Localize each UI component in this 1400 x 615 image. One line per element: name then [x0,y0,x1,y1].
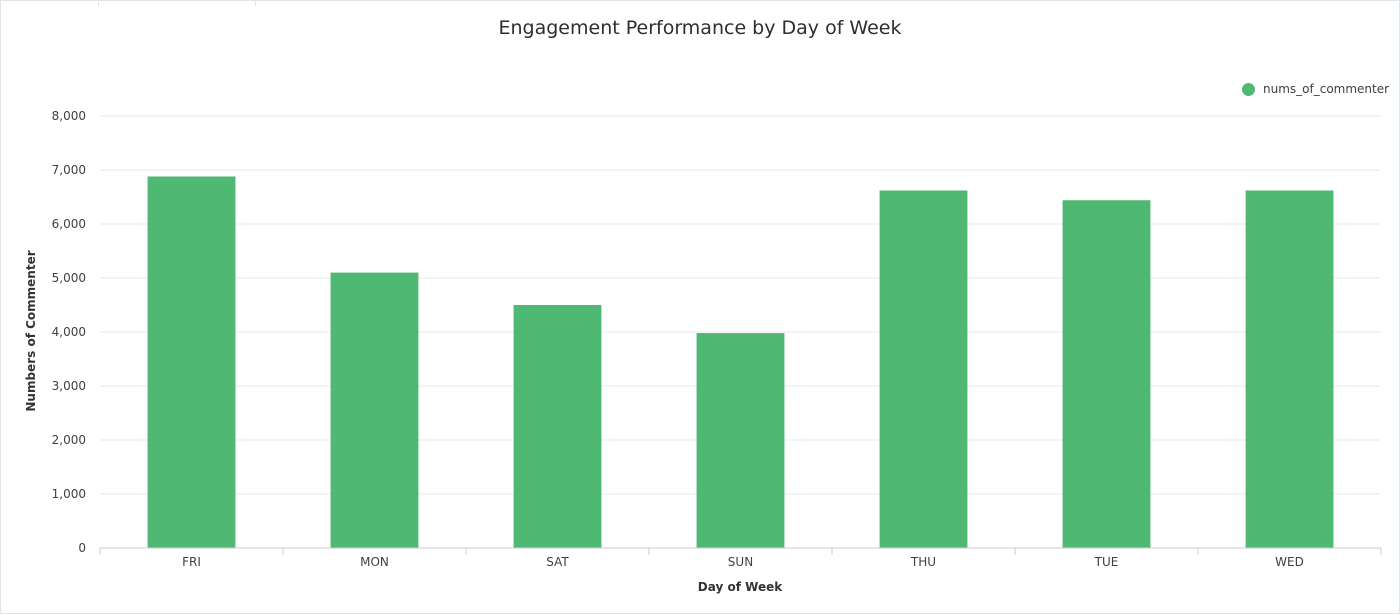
y-tick-label: 4,000 [52,325,86,339]
x-tick-label: FRI [182,555,201,569]
y-tick-label: 1,000 [52,487,86,501]
x-tick-label: THU [910,555,936,569]
bar-wed[interactable] [1245,190,1334,548]
y-tick-label: 7,000 [52,163,86,177]
y-tick-label: 3,000 [52,379,86,393]
bar-sat[interactable] [513,305,602,548]
y-axis-label: Numbers of Commenter [24,250,38,411]
y-tick-label: 8,000 [52,109,86,123]
legend[interactable]: nums_of_commenter [1242,81,1389,97]
bar-tue[interactable] [1062,200,1151,549]
legend-swatch [1242,82,1255,96]
x-tick-label: MON [360,555,389,569]
y-tick-label: 6,000 [52,217,86,231]
legend-label-nums-of-commenter: nums_of_commenter [1263,82,1390,96]
y-tick-label: 2,000 [52,433,86,447]
top-divider-tick [98,0,99,6]
x-axis [99,547,1382,555]
bar-mon[interactable] [330,272,419,548]
bar-sun[interactable] [696,333,785,548]
bar-thu[interactable] [879,190,968,548]
x-axis-tick-labels: FRI MON SAT SUN THU TUE WED [182,555,1304,569]
x-tick-label: TUE [1094,555,1119,569]
y-tick-label: 5,000 [52,271,86,285]
bar-fri[interactable] [147,176,236,549]
y-axis-tick-labels: 0 1,000 2,000 3,000 4,000 5,000 6,000 7,000 8,00… [52,109,86,555]
bars [147,176,1334,549]
x-tick-label: SAT [546,555,569,569]
top-divider-tick [255,0,256,6]
y-tick-label: 0 [78,541,86,555]
x-axis-label: Day of Week [698,580,783,594]
x-tick-label: SUN [728,555,753,569]
chart-title: Engagement Performance by Day of Week [498,17,902,39]
x-tick-label: WED [1275,555,1304,569]
